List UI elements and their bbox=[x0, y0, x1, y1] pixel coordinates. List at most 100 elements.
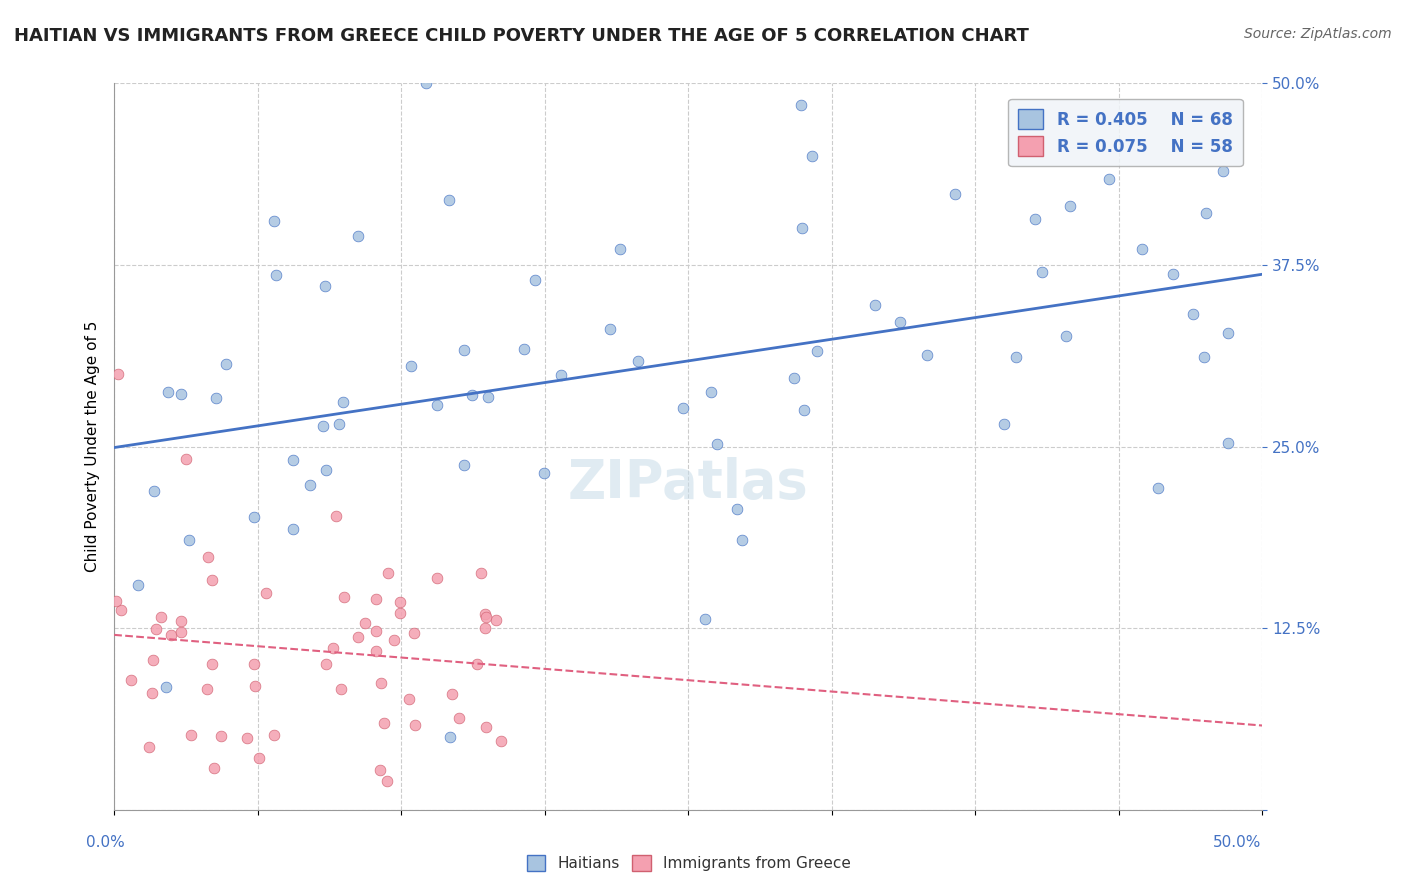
Point bbox=[330, 682, 353, 697]
Point bbox=[1004, 350, 1026, 364]
Point bbox=[465, 657, 488, 671]
Point bbox=[247, 750, 270, 764]
Point bbox=[156, 385, 179, 400]
Point bbox=[1031, 265, 1053, 279]
Point bbox=[415, 77, 437, 91]
Point bbox=[1182, 307, 1205, 321]
Point bbox=[264, 268, 287, 283]
Point bbox=[364, 591, 387, 606]
Point bbox=[1059, 199, 1081, 213]
Text: ZIPatlas: ZIPatlas bbox=[568, 457, 808, 508]
Point bbox=[889, 315, 911, 329]
Point bbox=[475, 720, 498, 734]
Point bbox=[453, 343, 475, 357]
Point bbox=[377, 566, 399, 581]
Point bbox=[177, 533, 200, 547]
Point bbox=[325, 509, 347, 524]
Point bbox=[1130, 242, 1153, 256]
Point bbox=[375, 773, 398, 788]
Point bbox=[263, 728, 285, 742]
Point bbox=[141, 685, 163, 699]
Point bbox=[491, 733, 513, 747]
Point bbox=[474, 610, 496, 624]
Point bbox=[243, 679, 266, 693]
Point bbox=[793, 403, 815, 417]
Point bbox=[1098, 172, 1121, 186]
Point bbox=[236, 731, 259, 746]
Point bbox=[1192, 350, 1215, 364]
Point bbox=[364, 644, 387, 658]
Point bbox=[398, 692, 420, 706]
Point bbox=[485, 613, 508, 627]
Point bbox=[599, 322, 621, 336]
Point bbox=[354, 616, 377, 631]
Point bbox=[1195, 205, 1218, 219]
Point bbox=[404, 718, 426, 732]
Point bbox=[693, 612, 716, 626]
Point bbox=[725, 502, 748, 516]
Point bbox=[449, 711, 471, 725]
Point bbox=[243, 509, 266, 524]
Point bbox=[368, 764, 391, 778]
Point bbox=[197, 550, 219, 565]
Point bbox=[332, 394, 354, 409]
Point bbox=[700, 384, 723, 399]
Point bbox=[138, 739, 160, 754]
Point bbox=[1024, 211, 1046, 226]
Legend: R = 0.405    N = 68, R = 0.075    N = 58: R = 0.405 N = 68, R = 0.075 N = 58 bbox=[1008, 99, 1243, 167]
Point bbox=[550, 368, 572, 382]
Point bbox=[439, 730, 461, 744]
Point bbox=[127, 578, 149, 592]
Point bbox=[401, 359, 423, 373]
Point bbox=[706, 437, 728, 451]
Point bbox=[426, 570, 449, 584]
Point bbox=[110, 603, 132, 617]
Point bbox=[347, 630, 370, 644]
Point bbox=[783, 371, 806, 385]
Point bbox=[388, 606, 411, 620]
Point bbox=[120, 673, 142, 688]
Point bbox=[453, 458, 475, 472]
Point bbox=[107, 367, 129, 381]
Point bbox=[170, 624, 193, 639]
Point bbox=[332, 591, 354, 605]
Legend: Haitians, Immigrants from Greece: Haitians, Immigrants from Greece bbox=[523, 850, 855, 875]
Point bbox=[370, 676, 392, 690]
Point bbox=[215, 357, 238, 371]
Point bbox=[389, 595, 412, 609]
Point bbox=[609, 242, 631, 256]
Point bbox=[315, 463, 337, 477]
Point bbox=[440, 687, 463, 701]
Point bbox=[382, 633, 405, 648]
Point bbox=[917, 348, 939, 362]
Point bbox=[283, 522, 305, 536]
Point bbox=[513, 342, 536, 356]
Text: 0.0%: 0.0% bbox=[86, 836, 125, 850]
Point bbox=[943, 186, 966, 201]
Point bbox=[672, 401, 695, 415]
Point bbox=[993, 417, 1015, 431]
Point bbox=[322, 641, 344, 656]
Point bbox=[174, 452, 197, 467]
Point bbox=[142, 653, 165, 667]
Point bbox=[373, 715, 395, 730]
Point bbox=[347, 229, 370, 244]
Point bbox=[364, 624, 387, 638]
Point bbox=[169, 614, 191, 628]
Text: HAITIAN VS IMMIGRANTS FROM GREECE CHILD POVERTY UNDER THE AGE OF 5 CORRELATION C: HAITIAN VS IMMIGRANTS FROM GREECE CHILD … bbox=[14, 27, 1029, 45]
Point bbox=[806, 344, 828, 359]
Point bbox=[1161, 267, 1184, 281]
Point bbox=[160, 628, 183, 642]
Point bbox=[328, 417, 350, 431]
Point bbox=[243, 657, 266, 671]
Point bbox=[1054, 329, 1077, 343]
Point bbox=[627, 353, 650, 368]
Point bbox=[155, 680, 177, 694]
Point bbox=[180, 728, 202, 742]
Point bbox=[315, 657, 337, 672]
Point bbox=[437, 193, 460, 207]
Point bbox=[426, 398, 449, 412]
Point bbox=[533, 466, 555, 480]
Point bbox=[461, 387, 484, 401]
Point bbox=[142, 483, 165, 498]
